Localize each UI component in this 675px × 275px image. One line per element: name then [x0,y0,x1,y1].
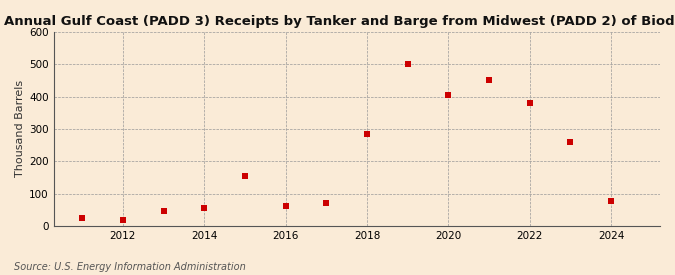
Y-axis label: Thousand Barrels: Thousand Barrels [15,80,25,177]
Point [77,216,88,220]
Point [524,101,535,105]
Point [117,218,128,222]
Point [605,199,616,203]
Text: Source: U.S. Energy Information Administration: Source: U.S. Energy Information Administ… [14,262,245,272]
Point [280,204,291,208]
Point [321,201,331,205]
Point [443,93,454,97]
Point [240,174,250,178]
Point [484,78,495,82]
Point [362,131,373,136]
Point [402,62,413,67]
Title: Annual Gulf Coast (PADD 3) Receipts by Tanker and Barge from Midwest (PADD 2) of: Annual Gulf Coast (PADD 3) Receipts by T… [4,15,675,28]
Point [565,140,576,145]
Point [158,209,169,214]
Point [199,206,210,210]
